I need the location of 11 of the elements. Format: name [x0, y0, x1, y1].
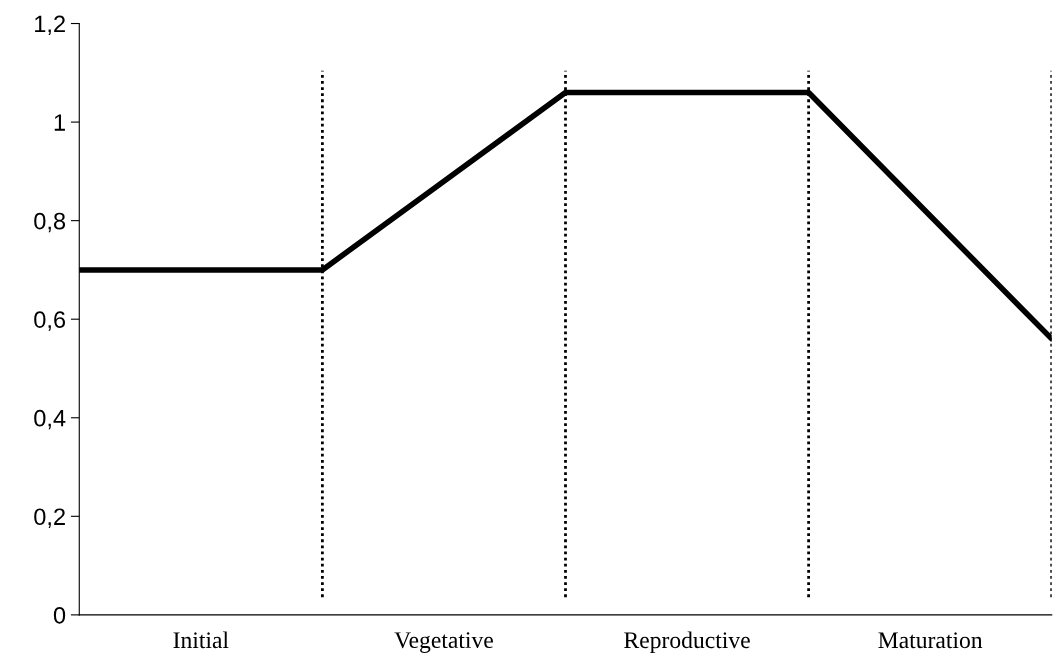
y-tick-label: 0,2 [34, 508, 65, 528]
x-tick-label: Vegetative [394, 632, 493, 653]
y-tick-label: 0,8 [34, 212, 66, 233]
x-tick-label: Maturation [878, 632, 983, 649]
x-tick-label: Initial [173, 631, 229, 649]
y-tick-label: 0,6 [34, 311, 66, 331]
y-tick-label: 0,4 [34, 409, 66, 430]
y-tick-label: 1,2 [35, 15, 65, 36]
y-tick-label: 0 [53, 606, 66, 624]
y-tick-label: 1 [54, 114, 65, 131]
x-tick-label: Reproductive [624, 631, 750, 653]
